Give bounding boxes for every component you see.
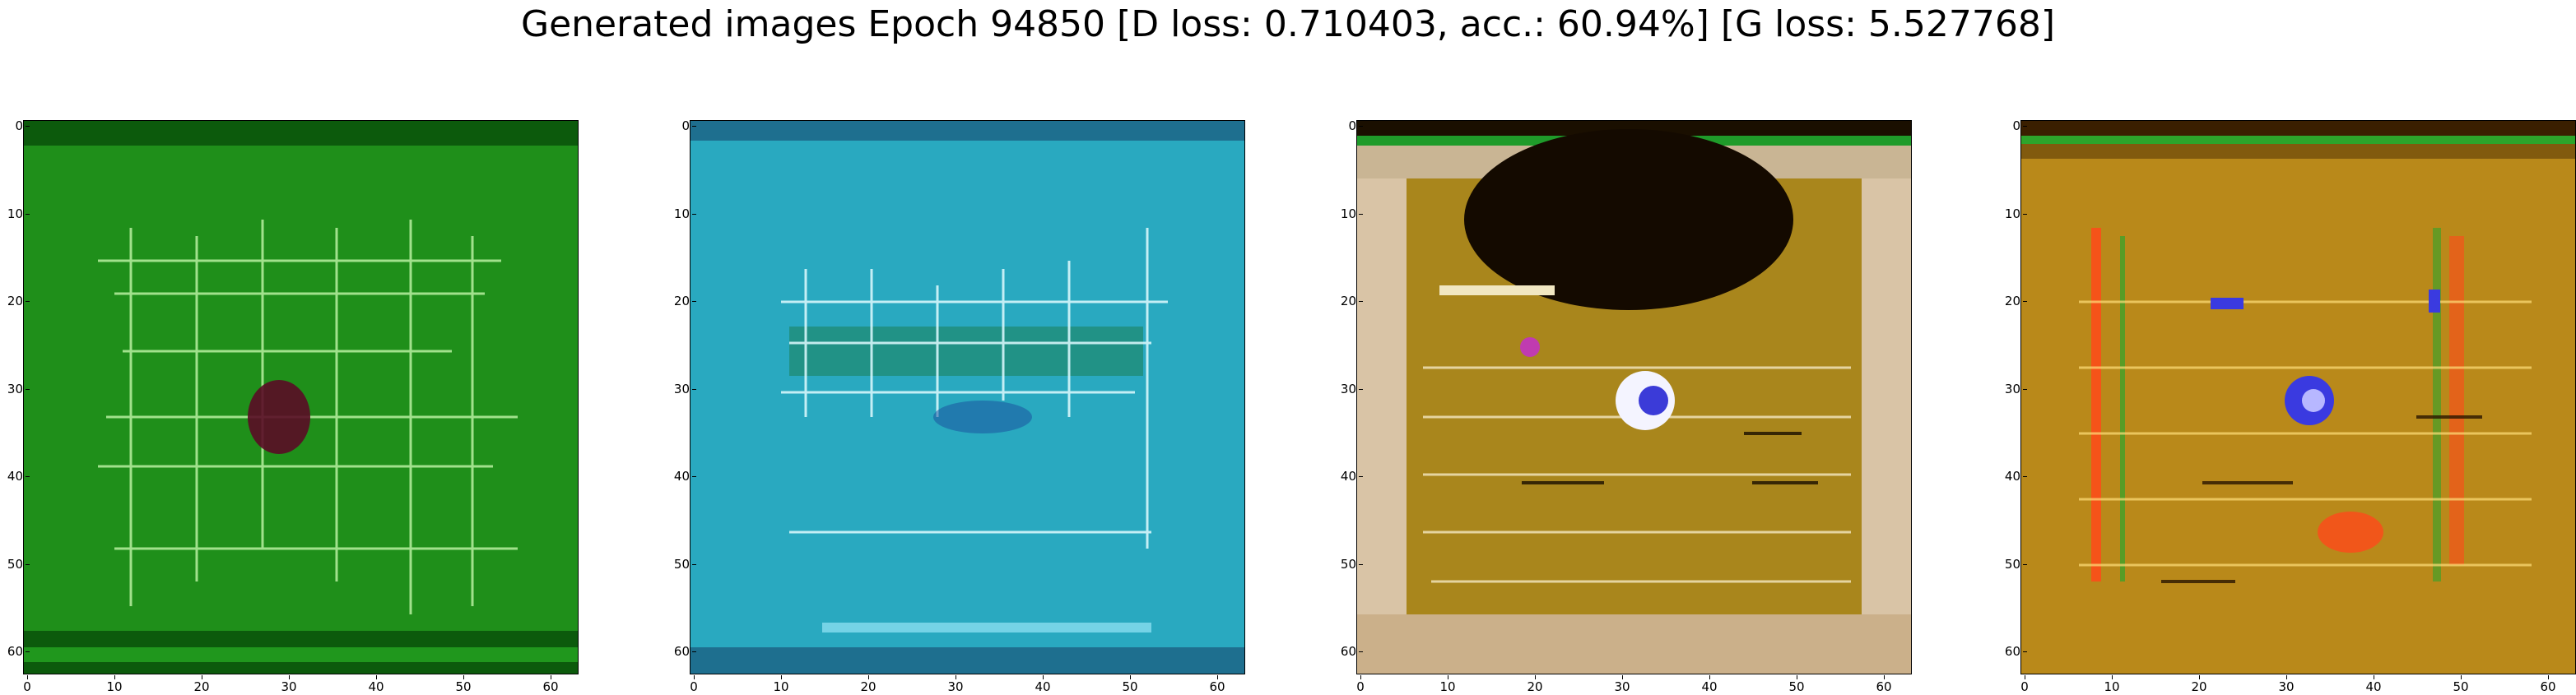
generated-image-1 — [23, 120, 579, 674]
y-tick-50: 50 — [1332, 558, 1363, 571]
x-tick-10: 10 — [2099, 674, 2124, 693]
y-tick-20: 20 — [1996, 295, 2027, 308]
image-panel-4: 0 10 20 30 40 50 60 0 10 20 30 40 50 60 — [2005, 120, 2576, 693]
x-tick-50: 50 — [1784, 674, 1809, 693]
y-tick-10: 10 — [1996, 208, 2027, 220]
y-tick-60: 60 — [0, 646, 30, 658]
y-tick-0: 0 — [0, 120, 30, 132]
generated-image-3 — [1356, 120, 1912, 674]
x-tick-0: 0 — [1348, 674, 1373, 693]
image-panel-3: 0 10 20 30 40 50 60 0 10 20 30 40 50 60 — [1341, 120, 1912, 693]
y-tick-20: 20 — [0, 295, 30, 308]
y-tick-0: 0 — [1332, 120, 1363, 132]
figure-title: Generated images Epoch 94850 [D loss: 0.… — [520, 3, 2056, 45]
y-tick-40: 40 — [1996, 470, 2027, 483]
x-tick-60: 60 — [538, 674, 563, 693]
x-tick-30: 30 — [277, 674, 301, 693]
x-tick-0: 0 — [15, 674, 40, 693]
y-tick-60: 60 — [1996, 646, 2027, 658]
y-tick-0: 0 — [665, 120, 696, 132]
y-tick-0: 0 — [1996, 120, 2027, 132]
x-tick-0: 0 — [681, 674, 706, 693]
x-tick-20: 20 — [2187, 674, 2211, 693]
generated-image-4 — [2020, 120, 2576, 674]
x-tick-10: 10 — [769, 674, 793, 693]
generated-image-2 — [690, 120, 1245, 674]
y-tick-40: 40 — [665, 470, 696, 483]
y-tick-30: 30 — [0, 383, 30, 396]
x-tick-30: 30 — [2274, 674, 2299, 693]
y-tick-30: 30 — [665, 383, 696, 396]
x-tick-50: 50 — [451, 674, 476, 693]
x-tick-0: 0 — [2012, 674, 2037, 693]
x-tick-50: 50 — [1118, 674, 1142, 693]
x-tick-40: 40 — [1030, 674, 1055, 693]
y-tick-40: 40 — [1332, 470, 1363, 483]
y-tick-50: 50 — [1996, 558, 2027, 571]
x-tick-60: 60 — [2536, 674, 2560, 693]
y-tick-10: 10 — [665, 208, 696, 220]
x-tick-50: 50 — [2448, 674, 2473, 693]
y-tick-10: 10 — [1332, 208, 1363, 220]
y-tick-50: 50 — [665, 558, 696, 571]
y-tick-20: 20 — [1332, 295, 1363, 308]
x-tick-20: 20 — [856, 674, 881, 693]
y-tick-60: 60 — [1332, 646, 1363, 658]
x-tick-40: 40 — [2361, 674, 2386, 693]
image-panel-1: 0 10 20 30 40 50 60 0 10 20 30 40 50 60 — [7, 120, 579, 693]
x-tick-10: 10 — [1435, 674, 1460, 693]
image-panel-2: 0 10 20 30 40 50 60 0 10 20 30 40 50 60 — [674, 120, 1245, 693]
y-tick-20: 20 — [665, 295, 696, 308]
y-tick-60: 60 — [665, 646, 696, 658]
y-tick-30: 30 — [1332, 383, 1363, 396]
y-tick-40: 40 — [0, 470, 30, 483]
x-tick-60: 60 — [1205, 674, 1230, 693]
x-tick-60: 60 — [1872, 674, 1896, 693]
x-tick-20: 20 — [1523, 674, 1547, 693]
x-tick-40: 40 — [364, 674, 388, 693]
x-tick-40: 40 — [1697, 674, 1722, 693]
y-tick-50: 50 — [0, 558, 30, 571]
x-tick-30: 30 — [943, 674, 968, 693]
x-tick-30: 30 — [1610, 674, 1634, 693]
y-tick-10: 10 — [0, 208, 30, 220]
x-tick-10: 10 — [102, 674, 127, 693]
y-tick-30: 30 — [1996, 383, 2027, 396]
x-tick-20: 20 — [189, 674, 214, 693]
